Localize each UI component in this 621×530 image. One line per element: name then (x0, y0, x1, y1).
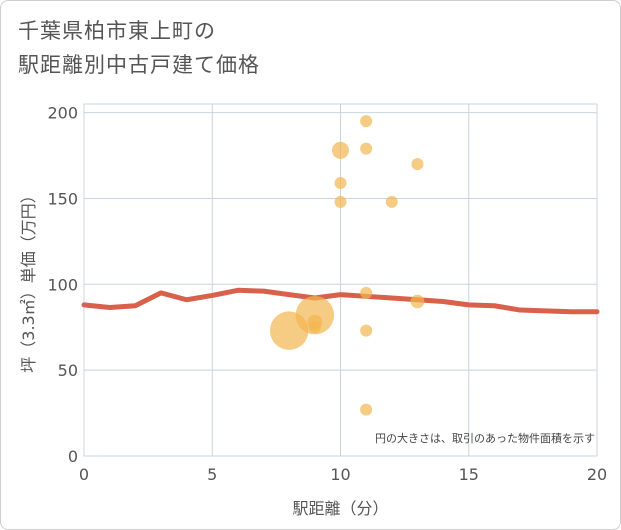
y-tick-label: 200 (47, 104, 78, 123)
data-point (334, 176, 347, 189)
data-point (360, 286, 373, 299)
data-point (360, 115, 373, 128)
data-point (308, 321, 321, 334)
y-axis-label: 坪（3.3㎡）単価（万円） (19, 187, 38, 372)
y-tick-label: 50 (58, 361, 78, 380)
x-tick-label: 10 (330, 465, 350, 484)
trend-line-group (81, 287, 600, 315)
x-tick-label: 20 (587, 465, 607, 484)
y-tick-label: 0 (68, 447, 78, 466)
y-tick-label: 150 (47, 189, 78, 208)
x-tick-label: 15 (459, 465, 479, 484)
data-point (360, 142, 373, 155)
data-point (332, 141, 349, 159)
x-tick-label: 5 (207, 465, 217, 484)
data-point (360, 324, 373, 337)
trend-line (81, 287, 600, 315)
x-axis-label: 駅距離（分） (292, 499, 388, 518)
data-points (269, 115, 425, 416)
size-annotation: 円の大きさは、取引のあった物件面積を示す (375, 431, 595, 445)
title-line-1: 千葉県柏市東上町の (18, 19, 216, 43)
data-point (410, 294, 425, 309)
plot-area (83, 103, 598, 457)
data-point (360, 403, 373, 416)
data-point (385, 195, 398, 208)
data-point (334, 195, 347, 208)
data-point (411, 158, 424, 171)
chart-title: 千葉県柏市東上町の 駅距離別中古戸建て価格 (18, 14, 260, 82)
y-tick-label: 100 (47, 275, 78, 294)
x-tick-label: 0 (79, 465, 89, 484)
title-line-2: 駅距離別中古戸建て価格 (18, 53, 260, 77)
